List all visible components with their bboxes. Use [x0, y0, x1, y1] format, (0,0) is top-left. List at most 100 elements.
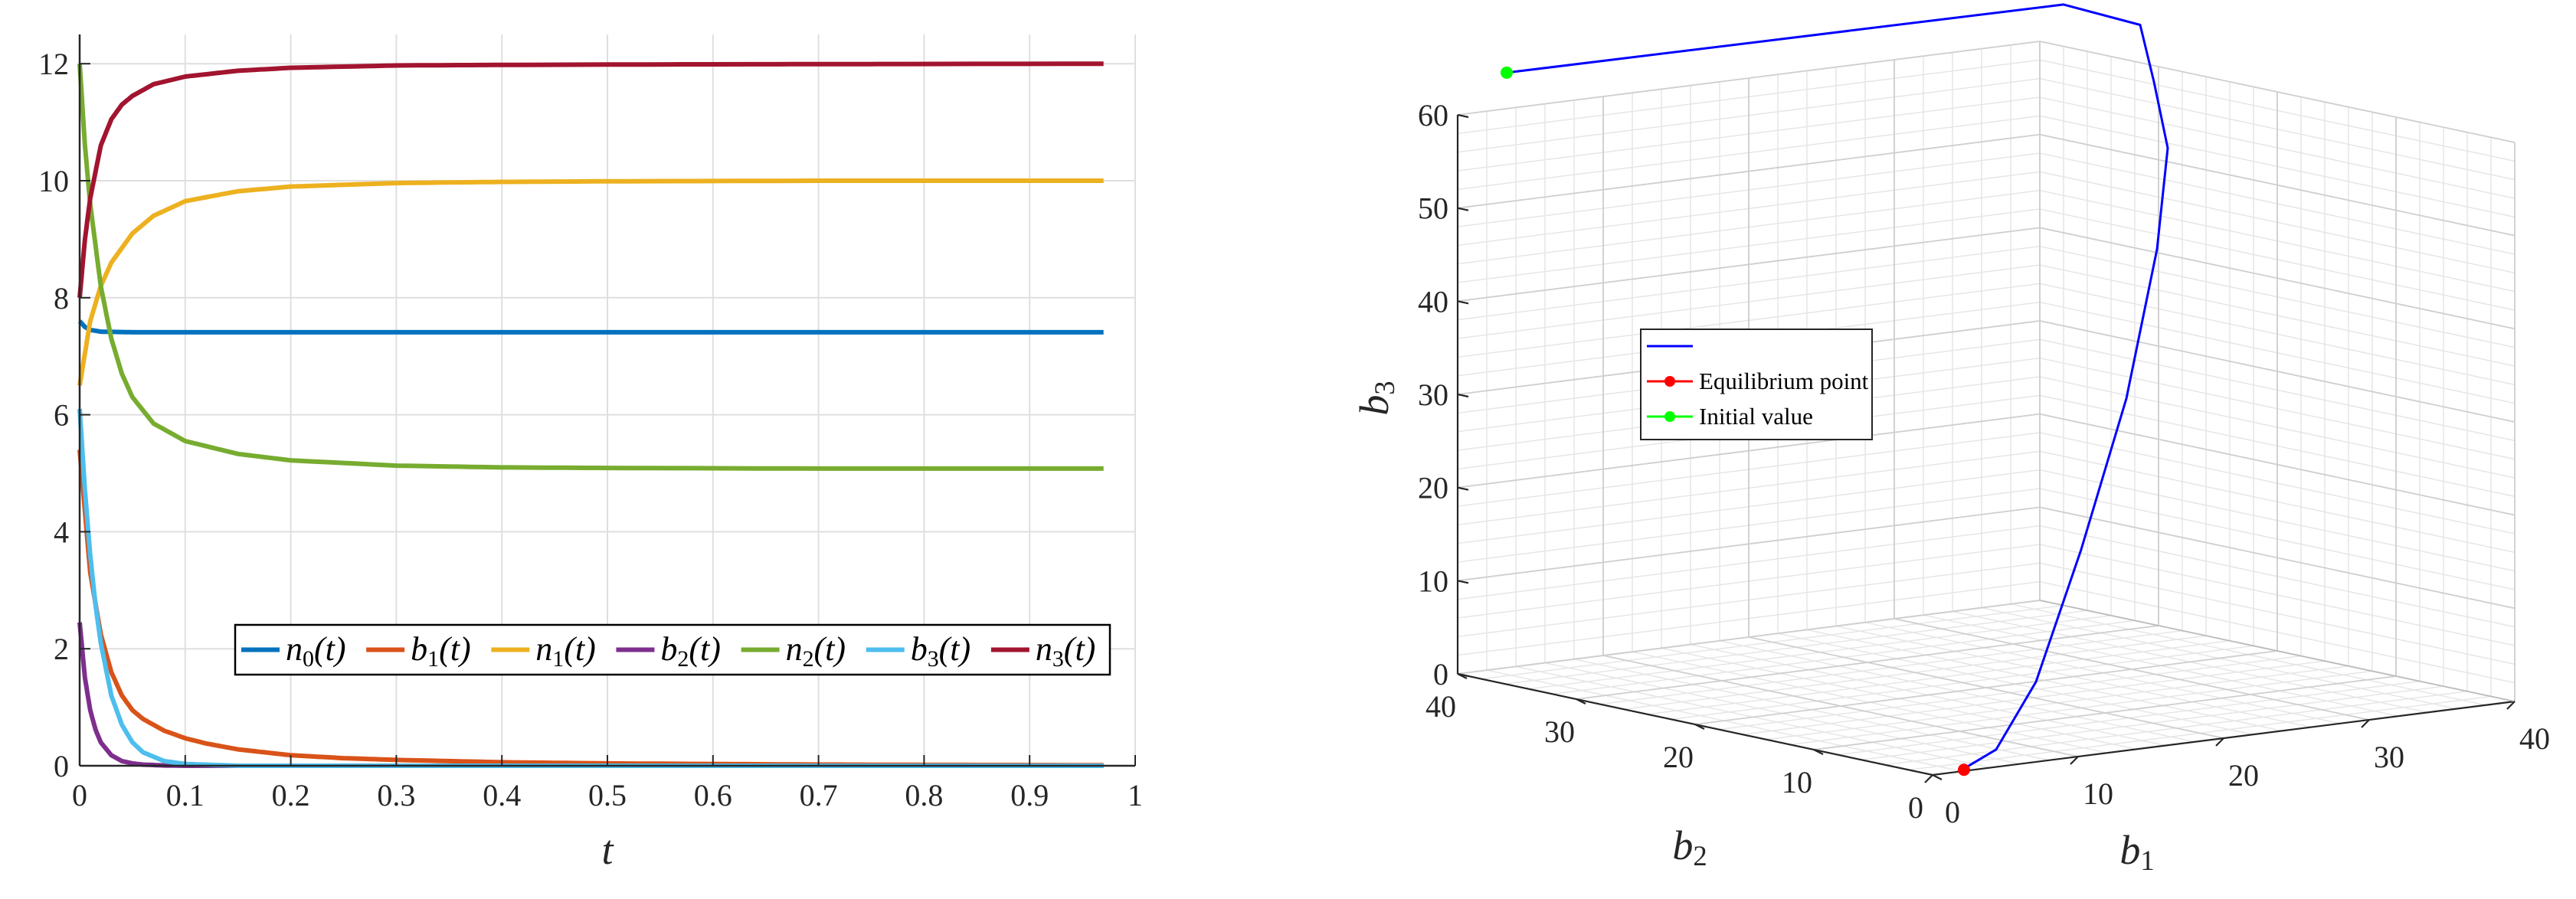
y-tick-label: 40	[1425, 689, 1456, 724]
y-tick-label: 6	[54, 398, 69, 433]
x-tick-label: 0.3	[377, 778, 415, 812]
x-tick-label: 0.7	[800, 778, 838, 812]
legend-label-suffix: (t)	[564, 630, 596, 668]
z-tick	[1457, 486, 1469, 491]
legend-label-suffix: (t)	[814, 630, 846, 668]
y-tick-label: 20	[1663, 740, 1694, 774]
x-tick-label: 0.5	[588, 778, 627, 812]
series-line-n_2(t)	[77, 64, 1104, 471]
legend-label: n2(t)	[786, 630, 846, 672]
x-axis-label-base: b	[2119, 827, 2140, 873]
legend: n0(t) b1(t) n1(t) b2(t) n2(t) b3(t) n3(t)	[234, 623, 1111, 676]
trajectory-line	[1506, 3, 2169, 770]
x-tick-label: 0.1	[166, 778, 205, 812]
side-grid-major	[2039, 413, 2515, 516]
side-grid-major	[2039, 506, 2515, 610]
trajectory	[1501, 3, 2169, 776]
z-axis-label-group: b3	[1351, 381, 1400, 415]
side-grid-major	[2039, 320, 2515, 423]
legend-label-base: b	[411, 630, 427, 668]
y-tick	[1576, 698, 1586, 704]
legend-label: b1(t)	[411, 630, 470, 672]
y-axis-label-base: b	[1672, 822, 1693, 868]
x-tick-label: 1	[1128, 778, 1143, 812]
legend-label-base: n	[286, 630, 303, 668]
z-tick-label: 50	[1418, 191, 1448, 226]
back-grid-major	[1457, 506, 2041, 582]
x-tick-label: 0.9	[1010, 778, 1049, 812]
z-tick	[1457, 393, 1469, 398]
x-tick-label: 0	[72, 778, 87, 812]
z-tick	[1457, 300, 1469, 305]
grid-3d	[1457, 41, 2515, 776]
back-grid-major	[1457, 133, 2041, 209]
floor-grid-major	[1894, 618, 2370, 721]
legend-label: b3(t)	[911, 630, 971, 672]
y-tick	[1813, 749, 1824, 755]
legend-label-sub: 3	[928, 646, 939, 672]
legend-label: n1(t)	[535, 630, 595, 672]
x-tick	[1924, 774, 1933, 783]
x-tick-label: 0	[1945, 795, 1960, 829]
legend-label-base: n	[786, 630, 803, 668]
legend-label-base: b	[911, 630, 928, 668]
x-tick-label: 0.2	[272, 778, 310, 812]
back-grid-major	[1457, 413, 2041, 489]
legend-label: Initial value	[1699, 403, 1813, 430]
y-tick-label: 0	[1908, 790, 1923, 825]
z-tick-label: 40	[1418, 284, 1448, 319]
x-tick	[2215, 737, 2224, 747]
y-tick-label: 4	[54, 515, 69, 549]
legend-box	[1640, 329, 1873, 440]
x-tick-label: 10	[2083, 776, 2113, 811]
x-tick-label: 30	[2374, 740, 2404, 774]
x-tick-label: 0.4	[483, 778, 521, 812]
y-axis-label-sub: 2	[1693, 840, 1707, 871]
z-tick-label: 0	[1433, 657, 1448, 691]
legend-label-sub: 2	[677, 646, 689, 672]
z-tick	[1457, 672, 1469, 678]
x-tick-label: 40	[2519, 721, 2550, 756]
legend-label-suffix: (t)	[939, 630, 971, 668]
y-axis-label: b2	[1672, 822, 1707, 871]
z-axis-label: b3	[1351, 381, 1400, 415]
legend-label-base: n	[1036, 630, 1052, 668]
floor-grid-major	[1694, 650, 2278, 725]
legend-label-suffix: (t)	[314, 630, 346, 668]
x-tick	[2506, 701, 2515, 710]
side-grid-major	[2039, 41, 2515, 143]
z-tick	[1457, 580, 1469, 584]
y-tick	[1932, 774, 1943, 780]
z-tick-label: 20	[1418, 471, 1448, 505]
z-axis-label-base: b	[1351, 395, 1397, 416]
initial-value-marker	[1501, 66, 1513, 79]
y-tick	[1694, 724, 1705, 730]
x-axis-label: t	[601, 827, 614, 873]
legend-label: n0(t)	[286, 630, 345, 672]
x-tick	[2361, 719, 2370, 728]
legend-3d: Equilibrium point Initial value	[1640, 329, 1873, 440]
side-grid-major	[2039, 133, 2515, 237]
z-tick-label: 30	[1418, 378, 1448, 412]
y-tick-label: 8	[54, 281, 69, 315]
z-tick-label: 10	[1418, 564, 1448, 598]
back-grid-major	[1457, 227, 2041, 302]
y-tick-label: 30	[1544, 714, 1575, 749]
equilibrium-marker	[1957, 763, 1970, 776]
legend-label-sub: 3	[1052, 646, 1064, 672]
legend-marker	[1664, 376, 1675, 387]
side-grid-major	[2039, 227, 2515, 330]
legend-label: b2(t)	[660, 630, 720, 672]
legend-label-base: n	[535, 630, 552, 668]
y-tick-label: 10	[38, 164, 69, 198]
z-tick-label: 60	[1418, 98, 1448, 132]
z-tick	[1457, 113, 1469, 119]
back-grid-major	[1457, 600, 2041, 675]
y-tick-label: 12	[38, 47, 69, 81]
legend-label-sub: 1	[427, 646, 439, 672]
